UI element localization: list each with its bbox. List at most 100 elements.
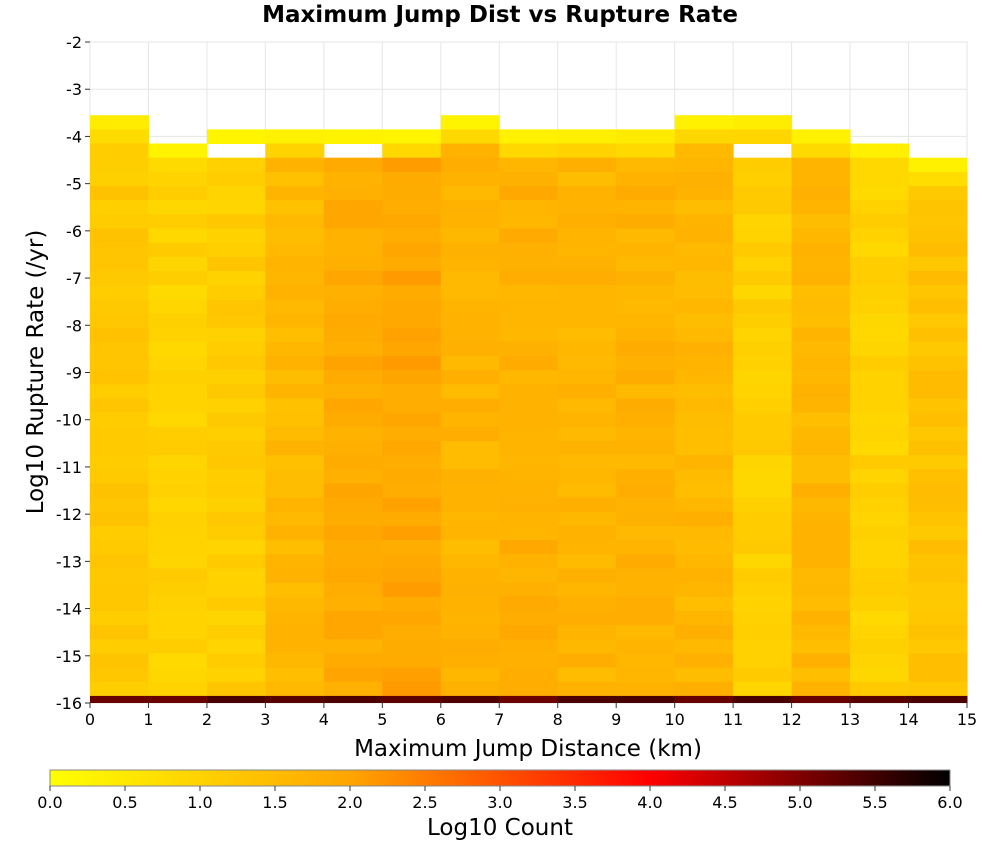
- heatmap-cell: [908, 667, 968, 683]
- heatmap-cells: [90, 115, 968, 703]
- heatmap-cell: [557, 695, 617, 703]
- heatmap-cell: [557, 540, 617, 555]
- heatmap-cell: [90, 525, 149, 541]
- y-tick-label: -15: [56, 647, 82, 666]
- heatmap-cell: [440, 653, 500, 669]
- heatmap-cell: [440, 455, 500, 470]
- heatmap-cell: [791, 171, 851, 187]
- heatmap-cell: [616, 455, 676, 470]
- heatmap-cell: [440, 625, 500, 640]
- heatmap-cell: [323, 270, 383, 286]
- heatmap-cell: [206, 412, 266, 428]
- heatmap-cell: [908, 200, 968, 215]
- heatmap-cell: [265, 455, 325, 470]
- heatmap-cell: [557, 426, 617, 442]
- heatmap-cell: [733, 653, 793, 669]
- heatmap-cell: [265, 511, 325, 527]
- heatmap-cell: [148, 313, 208, 329]
- heatmap-cell: [90, 554, 149, 569]
- heatmap-cell: [148, 214, 208, 229]
- heatmap-cell: [557, 455, 617, 470]
- heatmap-cell: [557, 370, 617, 385]
- heatmap-cell: [90, 327, 149, 343]
- heatmap-cell: [440, 242, 500, 258]
- heatmap-cell: [791, 426, 851, 442]
- heatmap-cell: [908, 242, 968, 258]
- y-tick-label: -16: [56, 694, 82, 713]
- heatmap-cell: [382, 242, 442, 258]
- heatmap-cell: [674, 497, 734, 513]
- heatmap-cell: [791, 483, 851, 499]
- heatmap-cell: [265, 398, 325, 414]
- heatmap-cell: [557, 214, 617, 229]
- colorbar: [49, 769, 951, 787]
- heatmap-cell: [908, 270, 968, 286]
- heatmap-cell: [90, 639, 149, 654]
- heatmap-cell: [733, 568, 793, 584]
- heatmap-cell: [850, 384, 910, 399]
- heatmap-cell: [557, 285, 617, 300]
- heatmap-cell: [206, 157, 266, 173]
- heatmap-cell: [148, 242, 208, 258]
- heatmap-cell: [440, 440, 500, 456]
- heatmap-cell: [557, 171, 617, 187]
- heatmap-cell: [440, 412, 500, 428]
- heatmap-cell: [323, 398, 383, 414]
- heatmap-cell: [440, 384, 500, 399]
- heatmap-cell: [90, 596, 149, 612]
- heatmap-cell: [148, 625, 208, 640]
- heatmap-cell: [148, 256, 208, 272]
- heatmap-cell: [616, 384, 676, 399]
- heatmap-cell: [382, 582, 442, 598]
- heatmap-cell: [908, 568, 968, 584]
- heatmap-cell: [440, 171, 500, 187]
- x-tick-label: 3: [260, 710, 270, 729]
- heatmap-cell: [148, 695, 208, 703]
- heatmap-cell: [499, 511, 559, 527]
- heatmap-cell: [616, 200, 676, 215]
- heatmap-cell: [265, 270, 325, 286]
- heatmap-cell: [499, 299, 559, 314]
- heatmap-cell: [499, 355, 559, 371]
- heatmap-cell: [674, 270, 734, 286]
- heatmap-cell: [733, 200, 793, 215]
- heatmap-cell: [265, 554, 325, 569]
- heatmap-cell: [908, 469, 968, 484]
- y-tick-label: -2: [66, 33, 82, 52]
- heatmap-cell: [440, 186, 500, 201]
- heatmap-cell: [382, 256, 442, 272]
- heatmap-cell: [616, 440, 676, 456]
- heatmap-cell: [674, 525, 734, 541]
- heatmap-cell: [791, 568, 851, 584]
- heatmap-cell: [265, 370, 325, 385]
- heatmap-cell: [382, 341, 442, 357]
- heatmap-cell: [616, 625, 676, 640]
- heatmap-cell: [791, 639, 851, 654]
- heatmap-cell: [850, 242, 910, 258]
- heatmap-cell: [557, 511, 617, 527]
- heatmap-cell: [499, 469, 559, 484]
- heatmap-cell: [382, 625, 442, 640]
- heatmap-cell: [382, 171, 442, 187]
- heatmap-cell: [90, 412, 149, 428]
- heatmap-cell: [206, 270, 266, 286]
- x-tick-label: 8: [553, 710, 563, 729]
- heatmap-cell: [265, 200, 325, 215]
- heatmap-cell: [850, 497, 910, 513]
- heatmap-cell: [148, 596, 208, 612]
- heatmap-cell: [323, 625, 383, 640]
- heatmap-cell: [908, 511, 968, 527]
- heatmap-cell: [499, 384, 559, 399]
- heatmap-cell: [674, 426, 734, 442]
- heatmap-cell: [791, 554, 851, 569]
- heatmap-cell: [265, 695, 325, 703]
- heatmap-cell: [674, 695, 734, 703]
- heatmap-cell: [382, 667, 442, 683]
- heatmap-cell: [323, 129, 383, 145]
- heatmap-cell: [674, 157, 734, 173]
- heatmap-cell: [382, 186, 442, 201]
- heatmap-cell: [557, 568, 617, 584]
- heatmap-cell: [265, 681, 325, 697]
- heatmap-cell: [557, 228, 617, 244]
- heatmap-cell: [206, 299, 266, 314]
